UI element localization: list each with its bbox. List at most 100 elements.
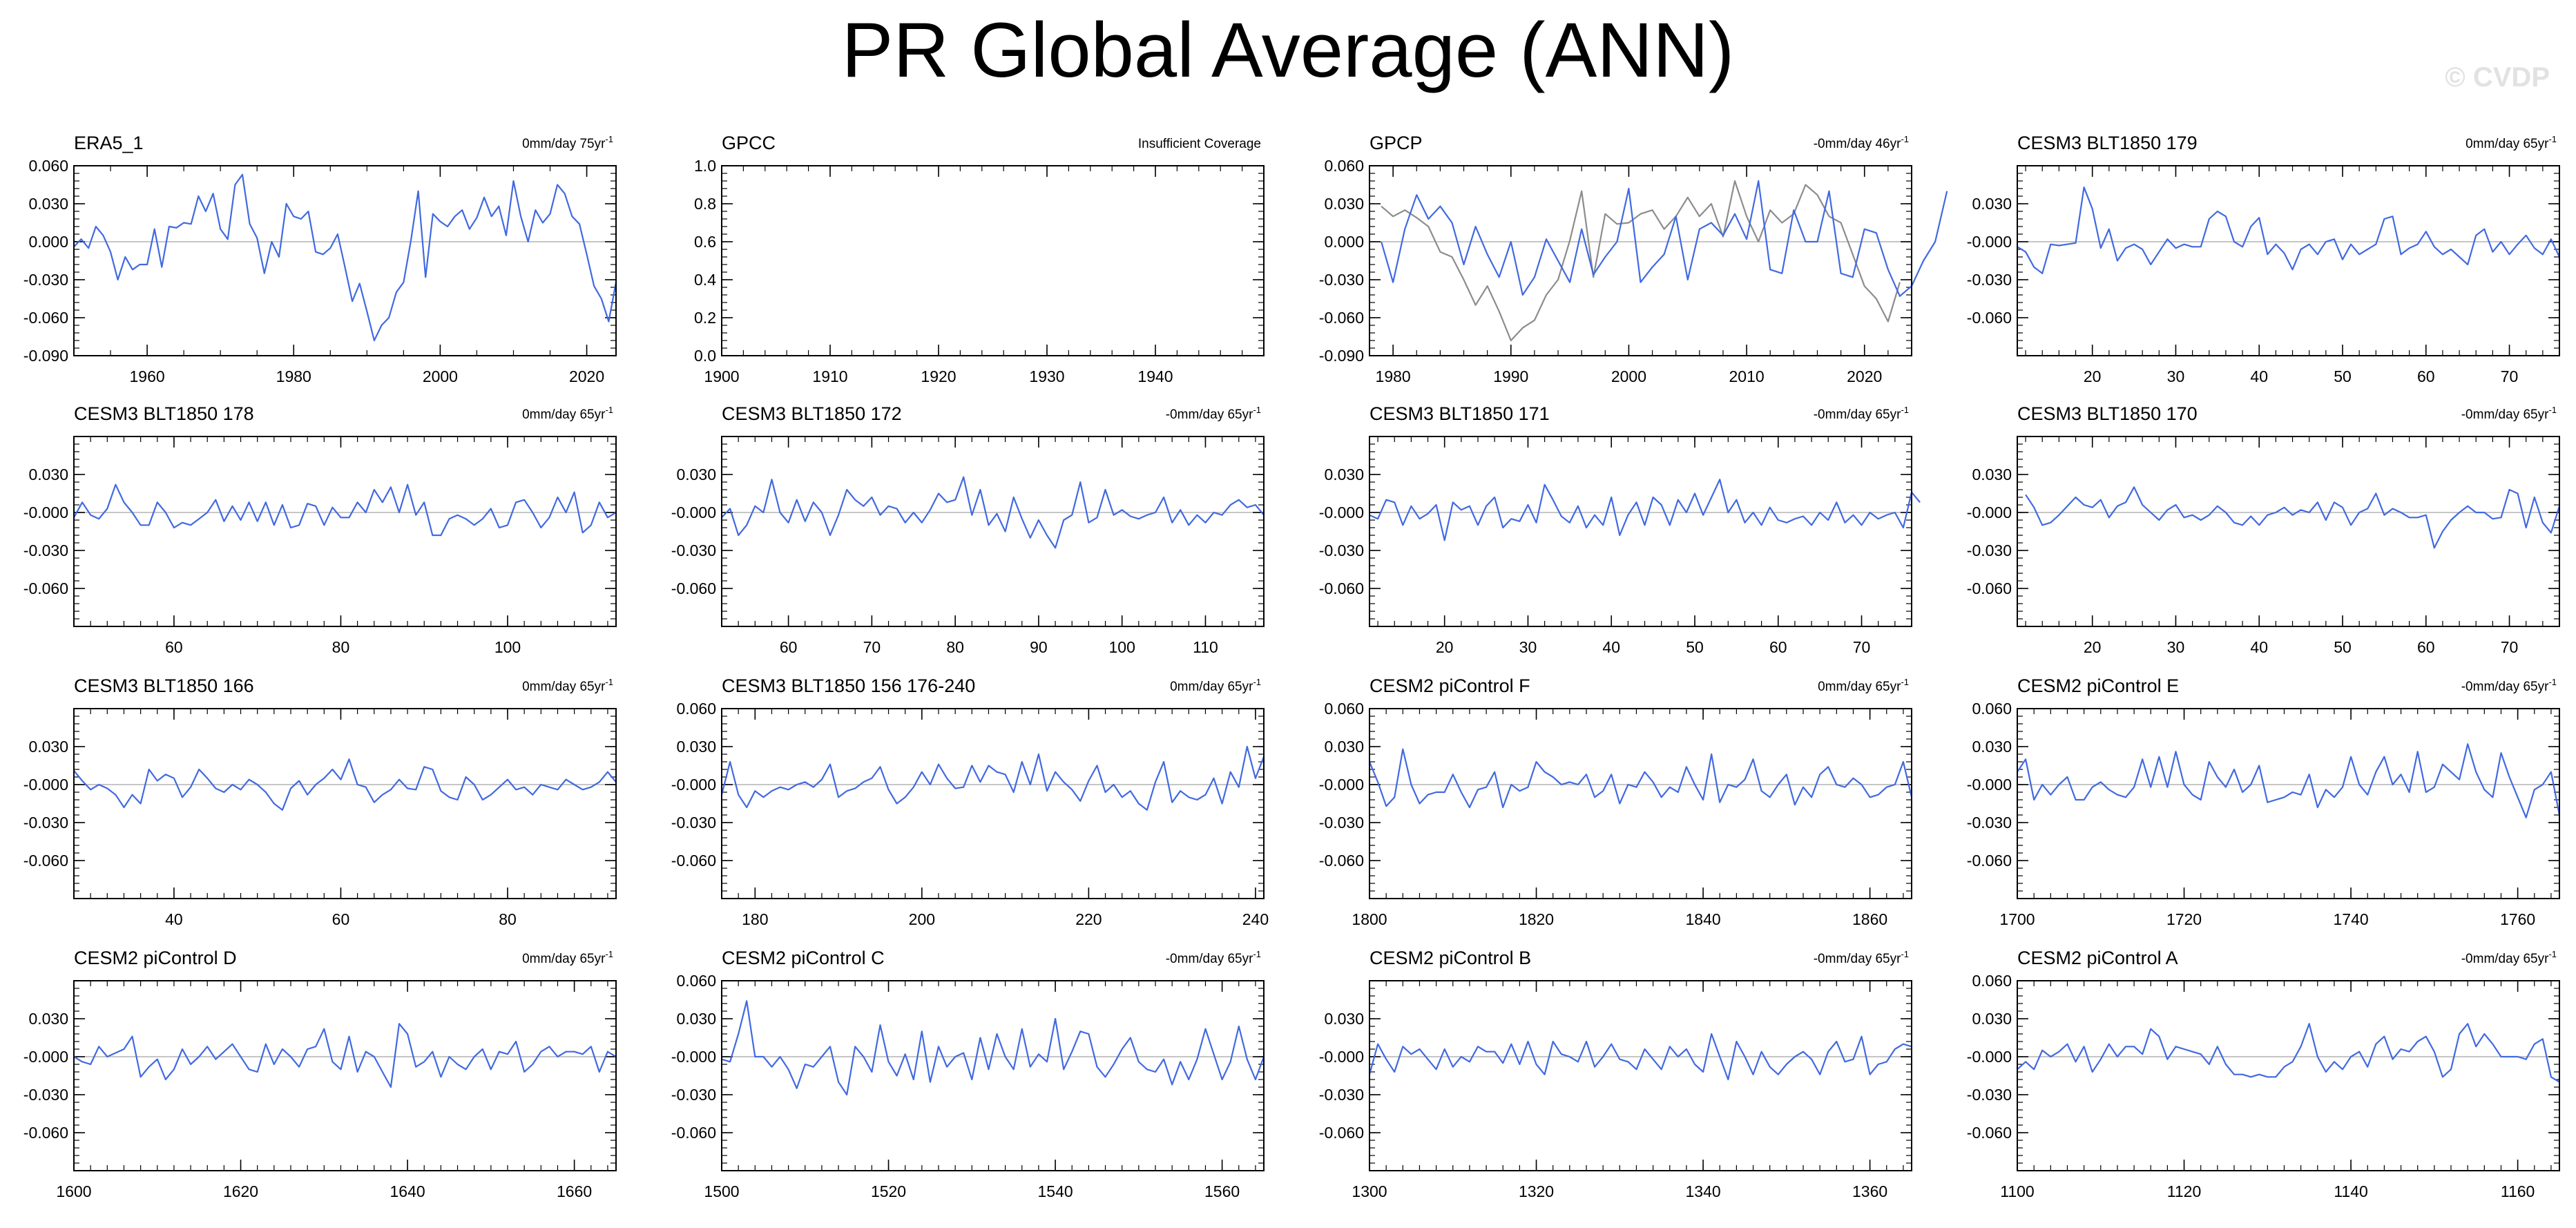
plot-frame xyxy=(73,980,617,1171)
plot-frame xyxy=(2017,708,2560,899)
trend-exponent: -1 xyxy=(1253,677,1261,687)
trend-text: -0mm/day 65yr xyxy=(1814,952,1901,966)
x-tick-label: 50 xyxy=(2334,638,2352,656)
x-tick-label: 1160 xyxy=(2501,1182,2535,1200)
trend-text: -0mm/day 46yr xyxy=(1814,137,1901,151)
x-tick-label: 70 xyxy=(2501,638,2519,656)
y-tick-label: 0.030 xyxy=(1324,1010,1364,1028)
x-tick-label: 30 xyxy=(2167,638,2185,656)
y-tick-label: -0.060 xyxy=(1967,852,2012,870)
x-tick-label: 40 xyxy=(1602,638,1620,656)
panel-title: CESM3 BLT1850 179 xyxy=(2017,133,2198,153)
panel-title: CESM2 piControl E xyxy=(2017,675,2179,696)
plot-frame xyxy=(1369,708,1912,899)
trend-text: 0mm/day 65yr xyxy=(522,407,606,422)
x-tick-label: 80 xyxy=(332,638,350,656)
y-tick-label: 0.6 xyxy=(694,233,716,251)
trend-label: -0mm/day 65yr-1 xyxy=(2461,949,2557,966)
y-tick-label: 0.030 xyxy=(1324,466,1364,483)
x-tick-label: 1760 xyxy=(2500,910,2535,928)
y-tick-label: -0.060 xyxy=(23,579,68,597)
y-tick-label: 0.000 xyxy=(28,233,68,251)
y-tick-label: 0.030 xyxy=(28,1010,68,1028)
y-tick-label: -0.030 xyxy=(1319,541,1364,559)
trend-text: Insufficient Coverage xyxy=(1138,137,1261,151)
y-tick-label: -0.060 xyxy=(1319,309,1364,327)
panel: CESM3 BLT1850 166 0mm/day 65yr-1 40 60 80 0.0… xyxy=(23,675,617,928)
panel: CESM2 piControl E -0mm/day 65yr-1 1700 1720… xyxy=(1967,675,2561,928)
trend-text: -0mm/day 65yr xyxy=(1166,407,1253,422)
y-tick-label: -0.000 xyxy=(1967,233,2012,251)
x-tick-label: 60 xyxy=(780,638,798,656)
panel-title: CESM3 BLT1850 178 xyxy=(74,403,254,424)
trend-label: 0mm/day 75yr-1 xyxy=(522,134,613,151)
x-tick-label: 1100 xyxy=(2000,1182,2034,1200)
trend-text: -0mm/day 65yr xyxy=(1814,407,1901,422)
x-tick-label: 60 xyxy=(1769,638,1787,656)
x-tick-label: 1900 xyxy=(704,367,739,385)
y-tick-label: 0.060 xyxy=(1972,700,2012,718)
trend-label: 0mm/day 65yr-1 xyxy=(1170,677,1261,694)
x-tick-label: 200 xyxy=(909,910,935,928)
y-tick-label: -0.090 xyxy=(23,347,68,365)
series-line xyxy=(720,745,1265,811)
x-tick-label: 40 xyxy=(2250,367,2268,385)
y-tick-label: 0.2 xyxy=(694,309,716,327)
trend-label: -0mm/day 65yr-1 xyxy=(1814,405,1909,422)
panel: CESM3 BLT1850 172 -0mm/day 65yr-1 60 70 80 90… xyxy=(671,403,1265,656)
y-tick-label: -0.030 xyxy=(1319,1086,1364,1104)
x-tick-label: 1120 xyxy=(2167,1182,2201,1200)
panel: CESM3 BLT1850 170 -0mm/day 65yr-1 20 30 40 50… xyxy=(1967,403,2561,656)
panel-title: GPCP xyxy=(1369,133,1423,153)
plot-frame xyxy=(2017,165,2560,356)
y-tick-label: 0.8 xyxy=(694,195,716,213)
trend-exponent: -1 xyxy=(2548,677,2557,687)
y-tick-label: -0.030 xyxy=(1967,541,2012,559)
trend-exponent: -1 xyxy=(2548,405,2557,415)
trend-exponent: -1 xyxy=(2548,134,2557,144)
x-tick-label: 1340 xyxy=(1685,1182,1720,1200)
x-tick-label: 2010 xyxy=(1729,367,1765,385)
trend-label: -0mm/day 65yr-1 xyxy=(2461,677,2557,694)
y-tick-label: 0.030 xyxy=(1972,466,2012,483)
series-line xyxy=(721,476,1265,549)
y-tick-label: -0.030 xyxy=(23,541,68,559)
series-line xyxy=(2017,186,2560,274)
trend-exponent: -1 xyxy=(1253,949,1261,959)
trend-text: -0mm/day 65yr xyxy=(2461,407,2549,422)
trend-label: 0mm/day 65yr-1 xyxy=(1818,677,1909,694)
panel-title: CESM2 piControl D xyxy=(74,948,237,968)
y-tick-label: -0.030 xyxy=(23,814,68,832)
trend-exponent: -1 xyxy=(1901,134,1909,144)
series-line xyxy=(1381,180,1948,297)
x-tick-label: 1640 xyxy=(390,1182,425,1200)
x-tick-label: 1860 xyxy=(1852,910,1887,928)
trend-text: -0mm/day 65yr xyxy=(2461,952,2549,966)
y-tick-label: 0.060 xyxy=(1324,157,1364,175)
panel: CESM3 BLT1850 179 0mm/day 65yr-1 20 30 40 50 6… xyxy=(1967,133,2560,385)
trend-exponent: -1 xyxy=(605,677,613,687)
y-tick-label: 0.030 xyxy=(676,738,716,756)
y-tick-label: 0.030 xyxy=(28,738,68,756)
x-tick-label: 40 xyxy=(165,910,183,928)
trend-exponent: -1 xyxy=(1253,405,1261,415)
y-tick-label: -0.060 xyxy=(1319,852,1364,870)
panel-title: CESM2 piControl B xyxy=(1369,948,1531,968)
x-tick-label: 20 xyxy=(1436,638,1454,656)
trend-label: 0mm/day 65yr-1 xyxy=(522,677,613,694)
y-tick-label: 0.030 xyxy=(1324,738,1364,756)
x-tick-label: 1360 xyxy=(1852,1182,1887,1200)
y-tick-label: -0.000 xyxy=(1319,776,1364,794)
trend-text: 0mm/day 65yr xyxy=(522,680,606,694)
panel-title: CESM3 BLT1850 172 xyxy=(722,403,902,424)
y-tick-label: -0.030 xyxy=(1967,271,2012,289)
x-tick-label: 1500 xyxy=(704,1182,739,1200)
trend-label: -0mm/day 65yr-1 xyxy=(1166,405,1261,422)
panel-title: CESM3 BLT1850 170 xyxy=(2017,403,2198,424)
x-tick-label: 2000 xyxy=(1611,367,1646,385)
y-tick-label: -0.000 xyxy=(23,1048,68,1066)
plot-frame xyxy=(73,708,617,899)
y-tick-label: -0.030 xyxy=(1319,271,1364,289)
plot-frame xyxy=(2017,980,2560,1171)
